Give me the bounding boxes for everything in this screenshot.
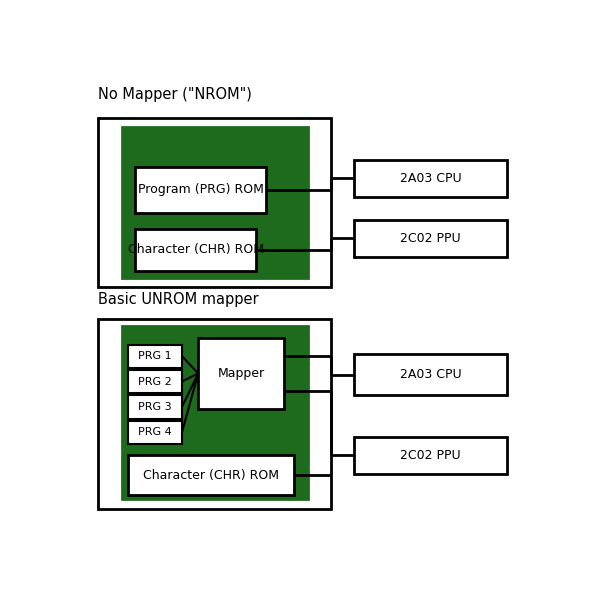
Bar	[354, 160, 508, 197]
Bar	[128, 421, 182, 444]
Bar	[354, 354, 508, 395]
Bar	[121, 326, 308, 499]
Text: PRG 2: PRG 2	[139, 377, 172, 386]
Bar	[98, 319, 331, 509]
Text: Character (CHR) ROM: Character (CHR) ROM	[143, 469, 279, 482]
Bar	[128, 395, 182, 419]
Bar	[128, 370, 182, 393]
Text: 2A03 CPU: 2A03 CPU	[400, 368, 461, 381]
Text: PRG 1: PRG 1	[139, 351, 172, 361]
Bar	[136, 167, 266, 213]
Text: PRG 4: PRG 4	[139, 427, 172, 437]
Bar	[354, 437, 508, 474]
Text: No Mapper ("NROM"): No Mapper ("NROM")	[98, 87, 252, 102]
Bar	[98, 118, 331, 287]
Text: 2A03 CPU: 2A03 CPU	[400, 172, 461, 185]
Text: Mapper: Mapper	[218, 367, 265, 380]
Text: PRG 3: PRG 3	[139, 402, 172, 412]
Bar	[121, 127, 308, 278]
Text: 2C02 PPU: 2C02 PPU	[400, 449, 461, 462]
Bar	[128, 455, 293, 495]
Bar	[136, 229, 256, 271]
Bar	[354, 220, 508, 257]
Text: Character (CHR) ROM: Character (CHR) ROM	[128, 244, 264, 256]
Bar	[198, 338, 284, 409]
Text: 2C02 PPU: 2C02 PPU	[400, 232, 461, 245]
Text: Program (PRG) ROM: Program (PRG) ROM	[137, 184, 263, 196]
Bar	[128, 344, 182, 368]
Text: Basic UNROM mapper: Basic UNROM mapper	[98, 292, 259, 307]
